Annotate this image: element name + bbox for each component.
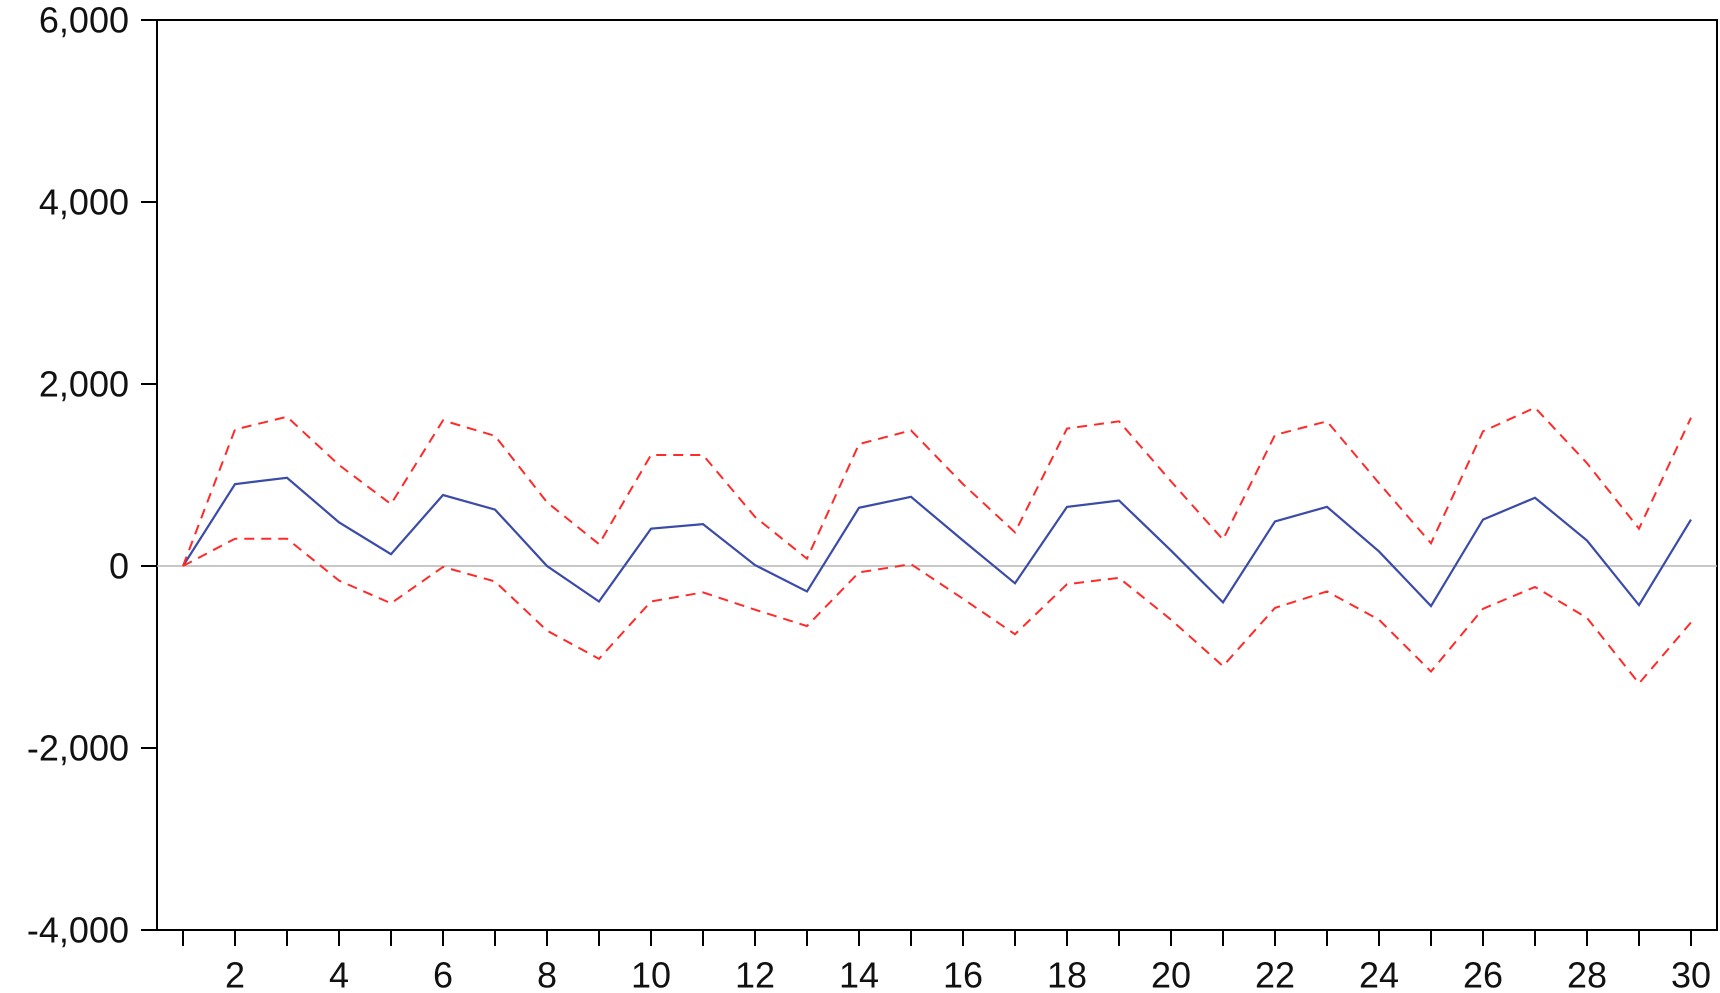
x-axis: 2 4 6 8 10 12 14 16 18 20 22 24 26 28 30 <box>182 930 1711 993</box>
y-tick-label: -2,000 <box>27 728 129 769</box>
confidence-band-line <box>182 406 1692 567</box>
x-tick-label: 10 <box>631 955 671 993</box>
plot-frame <box>156 19 1718 931</box>
x-tick-label: 8 <box>537 955 557 993</box>
x-tick-label: 4 <box>329 955 349 993</box>
x-tick-label: 16 <box>943 955 983 993</box>
series-group <box>182 537 1692 685</box>
y-tick-label: 0 <box>109 546 129 587</box>
x-tick-label: 30 <box>1671 955 1711 993</box>
y-tick-label: -4,000 <box>27 910 129 951</box>
y-tick-label: 4,000 <box>39 182 129 223</box>
x-tick-label: 28 <box>1567 955 1607 993</box>
response-line <box>182 476 1692 608</box>
series-group <box>182 406 1692 567</box>
x-tick-label: 18 <box>1047 955 1087 993</box>
x-tick-label: 6 <box>433 955 453 993</box>
x-tick-label: 22 <box>1255 955 1295 993</box>
x-tick-label: 2 <box>225 955 245 993</box>
series-group <box>182 476 1692 608</box>
x-tick-label: 24 <box>1359 955 1399 993</box>
confidence-band-line <box>182 537 1692 685</box>
x-tick-label: 12 <box>735 955 775 993</box>
y-tick-label: 6,000 <box>39 0 129 41</box>
y-axis: -4,000 -2,000 0 2,000 4,000 6,000 <box>27 0 157 951</box>
x-tick-label: 26 <box>1463 955 1503 993</box>
series-layer <box>182 406 1692 685</box>
x-tick-label: 20 <box>1151 955 1191 993</box>
y-tick-label: 2,000 <box>39 364 129 405</box>
x-tick-label: 14 <box>839 955 879 993</box>
